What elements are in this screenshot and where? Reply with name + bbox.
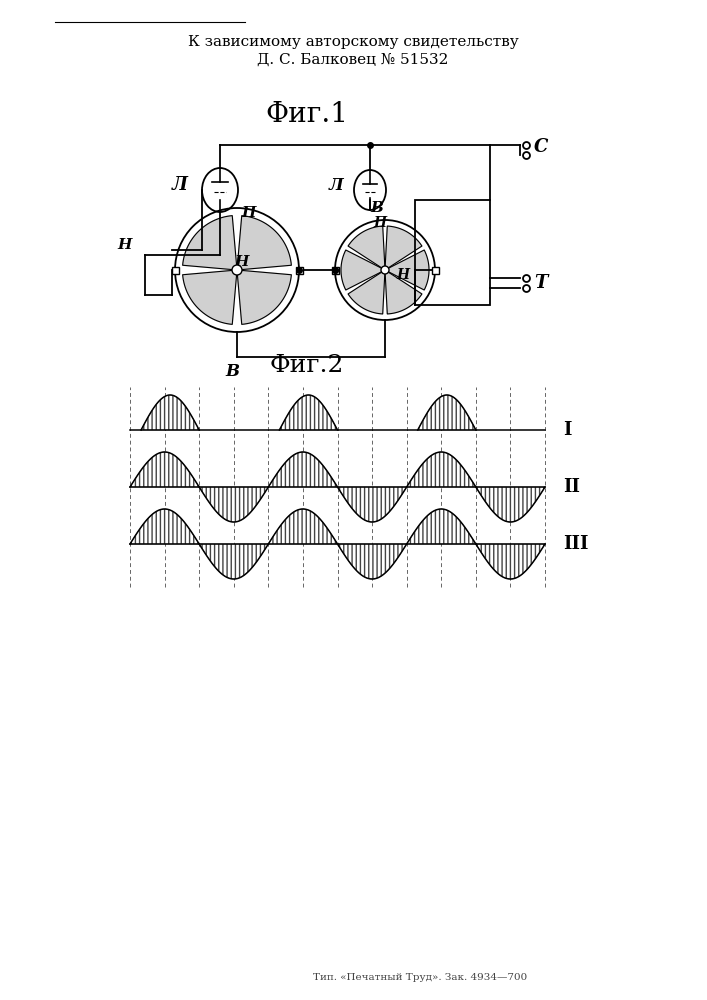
Polygon shape (341, 250, 385, 290)
Bar (296, 266, 303, 273)
Text: I: I (563, 421, 571, 439)
Polygon shape (385, 250, 429, 290)
Text: Н: Н (118, 238, 132, 252)
Text: Л: Л (172, 176, 188, 194)
Text: II: II (563, 478, 580, 496)
Bar (415, 200, 490, 305)
Text: С: С (534, 138, 549, 156)
Polygon shape (348, 270, 385, 314)
Text: III: III (563, 535, 588, 553)
Polygon shape (237, 216, 291, 270)
Bar (172, 266, 178, 273)
Polygon shape (385, 270, 422, 314)
Bar (332, 266, 339, 273)
Text: В: В (370, 201, 383, 215)
Text: Д. С. Балковец № 51532: Д. С. Балковец № 51532 (257, 53, 449, 67)
Text: В: В (225, 362, 239, 379)
Polygon shape (237, 270, 291, 324)
Text: Фиг.1: Фиг.1 (266, 102, 349, 128)
Circle shape (232, 265, 242, 275)
Polygon shape (348, 226, 385, 270)
Polygon shape (182, 270, 237, 324)
Text: П: П (373, 216, 387, 230)
Polygon shape (182, 216, 237, 270)
Text: Н: Н (397, 268, 409, 282)
Text: П: П (242, 206, 256, 220)
Text: Т: Т (534, 274, 547, 292)
Text: Н: Н (235, 255, 249, 269)
Text: Л: Л (329, 176, 344, 194)
Bar (431, 266, 438, 273)
Text: К зависимому авторскому свидетельству: К зависимому авторскому свидетельству (187, 35, 518, 49)
Polygon shape (385, 226, 422, 270)
Circle shape (381, 266, 389, 274)
Text: Фиг.2: Фиг.2 (270, 354, 344, 376)
Text: Тип. «Печатный Труд». Зак. 4934—700: Тип. «Печатный Труд». Зак. 4934—700 (313, 974, 527, 982)
